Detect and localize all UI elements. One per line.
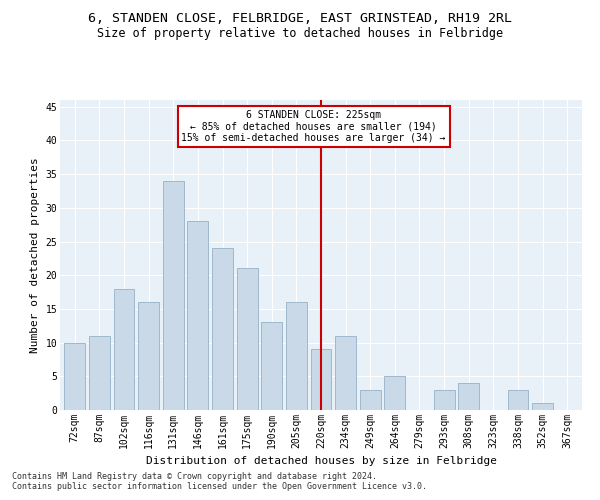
Bar: [163, 181, 184, 410]
Bar: [335, 336, 356, 410]
Text: 6 STANDEN CLOSE: 225sqm
← 85% of detached houses are smaller (194)
15% of semi-d: 6 STANDEN CLOSE: 225sqm ← 85% of detache…: [181, 110, 446, 144]
Bar: [187, 222, 208, 410]
Bar: [508, 390, 529, 410]
Text: Contains public sector information licensed under the Open Government Licence v3: Contains public sector information licen…: [12, 482, 427, 491]
Bar: [64, 342, 85, 410]
Text: 6, STANDEN CLOSE, FELBRIDGE, EAST GRINSTEAD, RH19 2RL: 6, STANDEN CLOSE, FELBRIDGE, EAST GRINST…: [88, 12, 512, 26]
Bar: [286, 302, 307, 410]
Bar: [360, 390, 381, 410]
Bar: [138, 302, 159, 410]
Bar: [458, 383, 479, 410]
Text: Size of property relative to detached houses in Felbridge: Size of property relative to detached ho…: [97, 28, 503, 40]
Bar: [385, 376, 406, 410]
Bar: [212, 248, 233, 410]
Bar: [236, 268, 257, 410]
Bar: [311, 350, 331, 410]
Bar: [261, 322, 282, 410]
Bar: [113, 288, 134, 410]
X-axis label: Distribution of detached houses by size in Felbridge: Distribution of detached houses by size …: [146, 456, 497, 466]
Bar: [89, 336, 110, 410]
Y-axis label: Number of detached properties: Number of detached properties: [30, 157, 40, 353]
Bar: [532, 404, 553, 410]
Text: Contains HM Land Registry data © Crown copyright and database right 2024.: Contains HM Land Registry data © Crown c…: [12, 472, 377, 481]
Bar: [434, 390, 455, 410]
